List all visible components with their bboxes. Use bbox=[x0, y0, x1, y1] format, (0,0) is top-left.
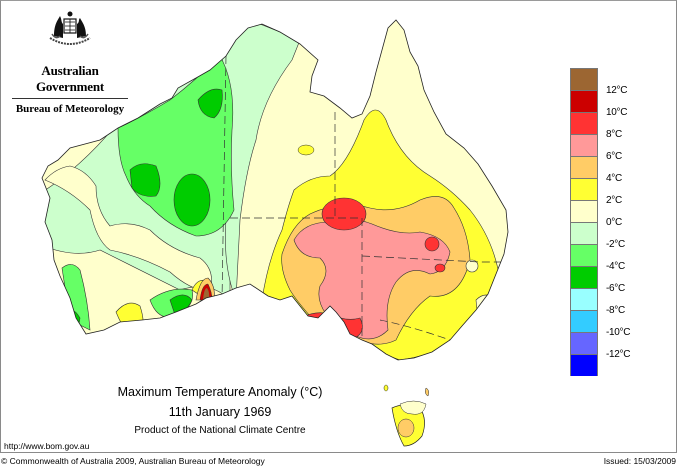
legend-label: -4°C bbox=[606, 261, 625, 272]
legend-label: 0°C bbox=[606, 217, 622, 228]
legend-swatch bbox=[570, 112, 598, 134]
agency-name: Australian Government bbox=[35, 63, 105, 94]
legend-swatch bbox=[570, 68, 598, 90]
map-frame bbox=[0, 0, 677, 453]
legend-swatch bbox=[570, 310, 598, 332]
legend-swatch bbox=[570, 200, 598, 222]
bom-url-link[interactable]: http://www.bom.gov.au bbox=[4, 441, 90, 451]
legend-label: 4°C bbox=[606, 173, 622, 184]
legend-swatch bbox=[570, 178, 598, 200]
legend-swatch bbox=[570, 332, 598, 354]
legend-label: 6°C bbox=[606, 151, 622, 162]
legend-label: 10°C bbox=[606, 107, 628, 118]
legend-label: 12°C bbox=[606, 85, 628, 96]
legend-label: -10°C bbox=[606, 327, 631, 338]
legend-swatch bbox=[570, 156, 598, 178]
tasmania bbox=[383, 384, 429, 447]
bureau-name: Bureau of Meteorology bbox=[15, 103, 125, 115]
coat-of-arms-icon bbox=[49, 11, 91, 45]
legend-swatch bbox=[570, 90, 598, 112]
legend-swatch bbox=[570, 266, 598, 288]
legend-label: -6°C bbox=[606, 283, 625, 294]
australia-anomaly-map bbox=[41, 19, 509, 447]
divider bbox=[12, 98, 128, 99]
map-title-block: Maximum Temperature Anomaly (°C) 11th Ja… bbox=[100, 385, 340, 436]
legend-swatch bbox=[570, 222, 598, 244]
copyright-notice: © Commonwealth of Australia 2009, Austra… bbox=[1, 456, 265, 466]
product-credit: Product of the National Climate Centre bbox=[134, 425, 306, 436]
issued-date: Issued: 15/03/2009 bbox=[603, 456, 676, 466]
legend-swatch bbox=[570, 288, 598, 310]
legend-label: -8°C bbox=[606, 305, 625, 316]
legend-label: -12°C bbox=[606, 349, 631, 360]
agency-logo: Australian Government Bureau of Meteorol… bbox=[8, 10, 132, 115]
map-date: 11th January 1969 bbox=[168, 405, 272, 419]
map-title: Maximum Temperature Anomaly (°C) bbox=[117, 385, 323, 399]
legend-swatch bbox=[570, 354, 598, 376]
legend-label: -2°C bbox=[606, 239, 625, 250]
legend-swatch bbox=[570, 244, 598, 266]
color-legend: 12°C 10°C 8°C 6°C 4°C 2°C 0°C -2°C -4°C … bbox=[570, 68, 630, 376]
legend-label: 8°C bbox=[606, 129, 622, 140]
legend-swatch bbox=[570, 134, 598, 156]
legend-label: 2°C bbox=[606, 195, 622, 206]
